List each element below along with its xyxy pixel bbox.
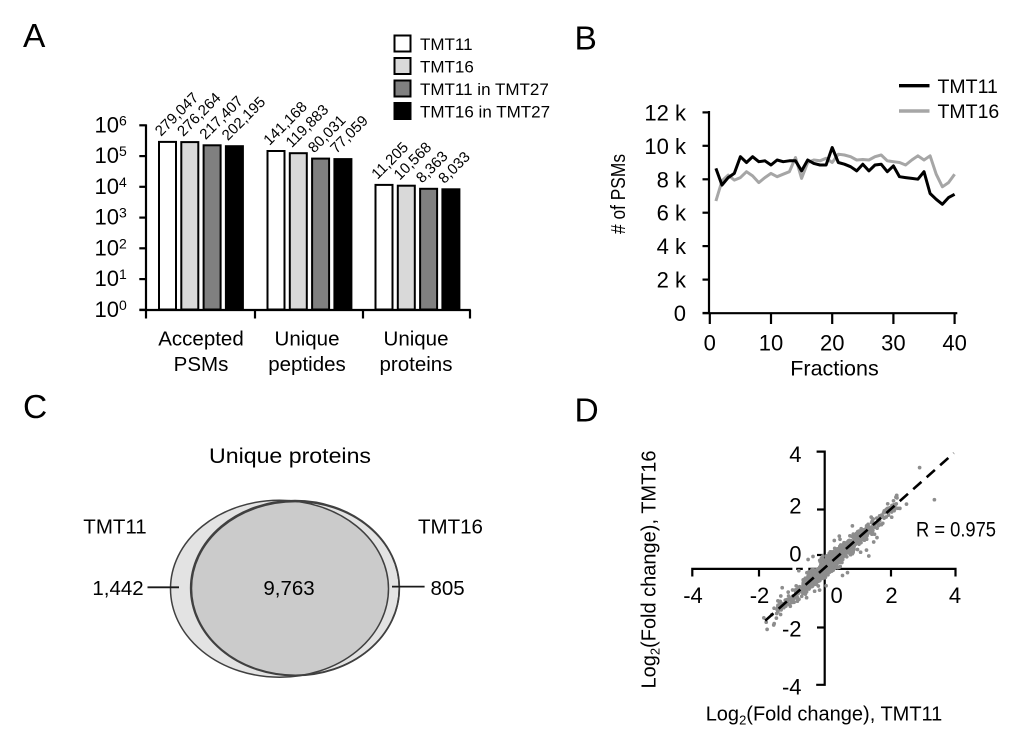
svg-text:0: 0 <box>830 583 842 608</box>
svg-text:TMT11: TMT11 <box>938 76 998 98</box>
svg-text:9,763: 9,763 <box>263 577 314 600</box>
svg-text:Fractions: Fractions <box>790 357 878 381</box>
svg-text:10: 10 <box>95 112 119 137</box>
svg-text:10: 10 <box>95 205 119 230</box>
svg-text:10: 10 <box>95 297 119 322</box>
svg-text:10: 10 <box>95 235 119 260</box>
svg-text:4 k: 4 k <box>657 234 687 259</box>
svg-text:2 k: 2 k <box>657 268 687 293</box>
svg-text:Unique proteins: Unique proteins <box>209 445 371 468</box>
svg-text:8 k: 8 k <box>657 167 687 192</box>
svg-text:-2: -2 <box>782 616 802 641</box>
svg-text:12 k: 12 k <box>644 100 687 125</box>
svg-text:R = 0.975: R = 0.975 <box>916 519 996 542</box>
svg-text:D: D <box>575 393 599 430</box>
svg-text:proteins: proteins <box>380 353 453 376</box>
svg-text:1,442: 1,442 <box>92 577 143 600</box>
svg-text:2: 2 <box>119 235 127 251</box>
svg-text:2: 2 <box>789 494 801 519</box>
svg-text:# of PSMs: # of PSMs <box>608 154 630 234</box>
svg-text:TMT11: TMT11 <box>420 35 473 54</box>
svg-text:5: 5 <box>119 143 127 159</box>
svg-text:10 k: 10 k <box>644 134 687 159</box>
svg-text:PSMs: PSMs <box>174 353 229 376</box>
svg-text:peptides: peptides <box>268 353 346 376</box>
svg-text:C: C <box>23 389 47 426</box>
svg-text:Accepted: Accepted <box>158 328 243 351</box>
svg-text:TMT11: TMT11 <box>83 516 146 539</box>
svg-text:6: 6 <box>119 112 127 128</box>
svg-text:-4: -4 <box>683 583 703 608</box>
svg-text:6 k: 6 k <box>657 201 687 226</box>
svg-text:0: 0 <box>674 301 686 326</box>
svg-text:Unique: Unique <box>384 328 449 351</box>
svg-text:3: 3 <box>119 205 127 221</box>
svg-text:TMT16: TMT16 <box>938 101 1000 123</box>
svg-text:Log2(Fold change), TMT16: Log2(Fold change), TMT16 <box>638 450 662 688</box>
svg-text:TMT16: TMT16 <box>418 516 483 539</box>
svg-text:Unique: Unique <box>275 328 340 351</box>
svg-text:10: 10 <box>95 174 119 199</box>
svg-text:-4: -4 <box>782 674 802 699</box>
svg-text:10: 10 <box>95 143 119 168</box>
svg-text:4: 4 <box>949 583 961 608</box>
svg-text:0: 0 <box>119 297 127 313</box>
svg-text:20: 20 <box>820 331 844 356</box>
svg-text:Log2(Fold change), TMT11: Log2(Fold change), TMT11 <box>706 704 943 728</box>
svg-text:805: 805 <box>431 577 465 600</box>
svg-text:0: 0 <box>789 541 801 566</box>
svg-text:1: 1 <box>119 266 127 282</box>
svg-text:10: 10 <box>759 331 783 356</box>
svg-text:-2: -2 <box>750 583 770 608</box>
svg-text:40: 40 <box>942 331 966 356</box>
svg-text:4: 4 <box>789 442 801 467</box>
svg-text:TMT16: TMT16 <box>420 57 474 76</box>
svg-text:4: 4 <box>119 174 127 190</box>
svg-text:A: A <box>23 18 46 55</box>
svg-text:B: B <box>575 21 597 58</box>
svg-text:0: 0 <box>704 331 716 356</box>
svg-text:30: 30 <box>881 331 905 356</box>
svg-text:10: 10 <box>95 266 119 291</box>
svg-text:TMT11 in TMT27: TMT11 in TMT27 <box>420 80 549 99</box>
svg-text:2: 2 <box>885 583 897 608</box>
svg-text:TMT16 in TMT27: TMT16 in TMT27 <box>420 102 550 121</box>
